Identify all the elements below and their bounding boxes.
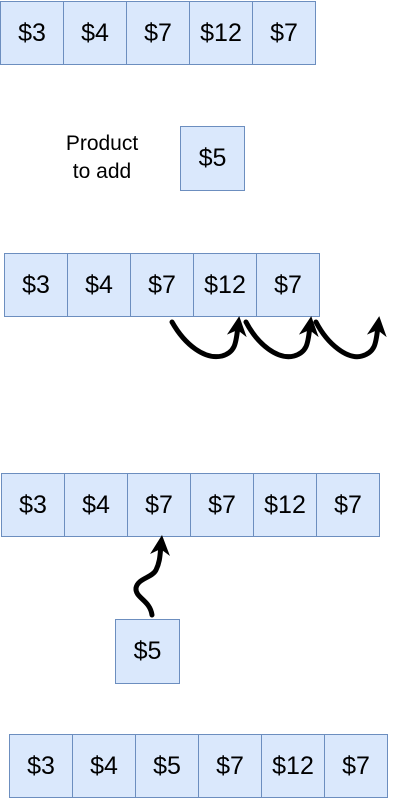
shifted-array: $3 $4 $7 $7 $12 $7 — [1, 473, 380, 537]
array-cell: $7 — [190, 473, 254, 537]
array-cell: $3 — [9, 734, 73, 798]
product-box: $5 — [180, 126, 245, 191]
product-to-add-label: Product to add — [42, 130, 162, 186]
array-cell: $4 — [72, 734, 136, 798]
label-line-1: Product — [65, 132, 139, 155]
array-cell: $4 — [67, 253, 131, 317]
shift-arrow-2 — [243, 316, 319, 360]
array-cell: $7 — [130, 253, 194, 317]
array-cell: $4 — [64, 473, 128, 537]
array-cell: $3 — [1, 473, 65, 537]
array-cell: $3 — [4, 253, 68, 317]
shift-arrow-3 — [313, 316, 387, 360]
insert-box: $5 — [115, 619, 180, 684]
final-array: $3 $4 $5 $7 $12 $7 — [9, 734, 388, 798]
array-cell: $7 — [127, 473, 191, 537]
original-array: $3 $4 $7 $12 $7 — [0, 1, 316, 65]
shifting-array: $3 $4 $7 $12 $7 — [4, 253, 320, 317]
array-cell: $12 — [253, 473, 317, 537]
array-cell: $12 — [189, 1, 253, 65]
label-line-2: to add — [72, 160, 132, 183]
shift-arrow-1 — [169, 316, 247, 360]
array-cell: $12 — [261, 734, 325, 798]
array-cell: $7 — [316, 473, 380, 537]
insert-arrow — [133, 535, 170, 618]
array-cell: $7 — [324, 734, 388, 798]
array-cell: $7 — [256, 253, 320, 317]
array-cell: $12 — [193, 253, 257, 317]
array-cell: $4 — [63, 1, 127, 65]
array-cell: $5 — [135, 734, 199, 798]
array-cell: $7 — [126, 1, 190, 65]
array-cell: $7 — [198, 734, 262, 798]
array-cell: $3 — [0, 1, 64, 65]
array-cell: $7 — [252, 1, 316, 65]
